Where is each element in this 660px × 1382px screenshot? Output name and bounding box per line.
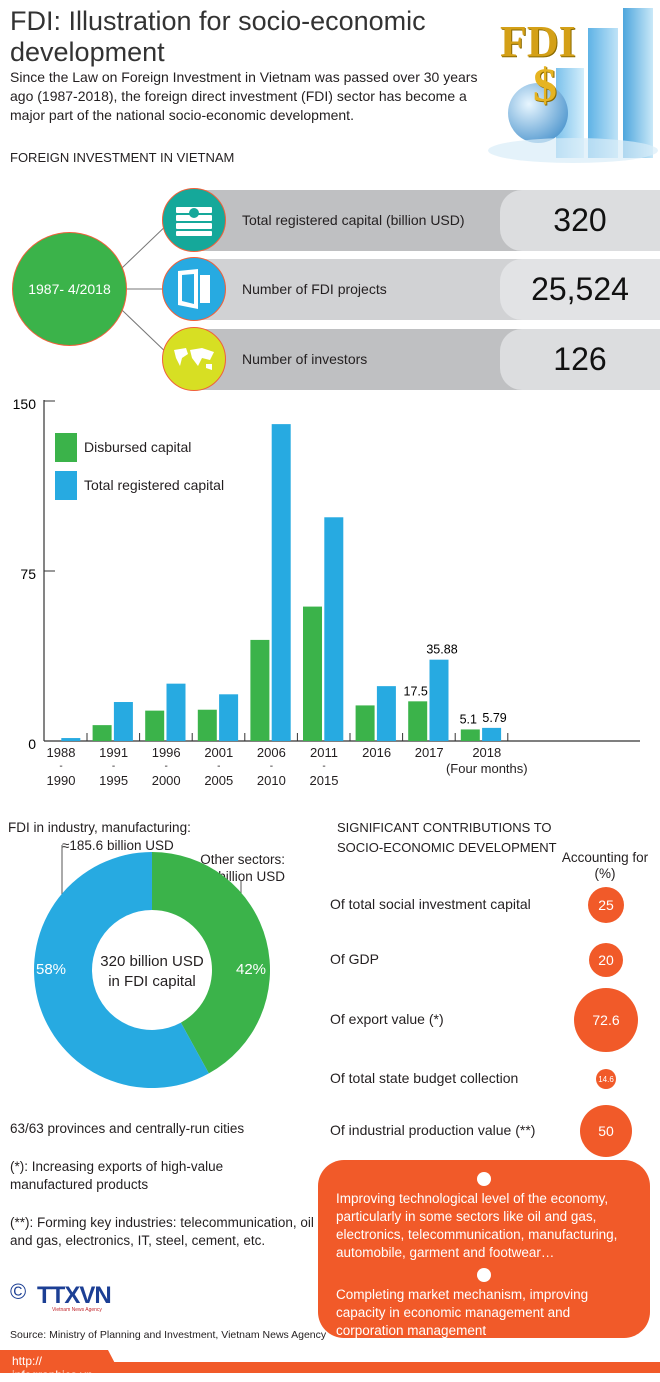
x-tick-label: 2017 [414, 745, 444, 760]
fdi-illustration: FDI $ [488, 8, 658, 173]
site-url-link[interactable]: http:// infographics.vn [0, 1350, 120, 1373]
intro-text: Since the Law on Foreign Investment in V… [10, 69, 478, 123]
y-tick-label: 0 [28, 736, 36, 752]
contribution-label: Of export value (*) [330, 1011, 444, 1027]
period-circle: 1987- 4/2018 [12, 232, 127, 346]
provinces-note: 63/63 provinces and centrally-run cities [10, 1121, 245, 1136]
star-note: (*): Increasing exports of high-value ma… [10, 1159, 224, 1192]
footer-bar [0, 1362, 660, 1373]
bar-disbursed [460, 729, 480, 741]
page-title: FDI: Illustration for socio-economic dev… [10, 6, 426, 67]
stat-value: 126 [500, 329, 660, 390]
stat-value: 320 [500, 190, 660, 251]
bar-registered [166, 683, 186, 741]
bar-registered [271, 424, 291, 741]
stat-value: 25,524 [500, 259, 660, 320]
contribution-value-bubble: 14.6 [596, 1069, 616, 1089]
x-tick-label: 2006-2010 [256, 745, 286, 788]
bar-chart: 0 75 150 17.5 35.88 5.1 5.79 [13, 396, 640, 752]
x-tick-label: 1988-1990 [46, 745, 76, 788]
donut-slice-other [152, 852, 270, 1074]
accounting-header: Accounting for (%) [561, 850, 649, 881]
x-tick-label: 1991-1995 [99, 745, 129, 788]
ttxvn-logo: TTXVN [37, 1282, 112, 1309]
bullet-icon [477, 1268, 491, 1282]
data-label: 35.88 [426, 643, 457, 657]
contribution-value-bubble: 72.6 [574, 988, 638, 1052]
contribution-label: Of total social investment capital [330, 896, 531, 912]
bar-registered [429, 659, 449, 741]
contribution-value-bubble: 20 [589, 943, 623, 977]
benefit-item: Improving technological level of the eco… [336, 1191, 618, 1260]
bullet-icon [477, 1172, 491, 1186]
x-tick-label: 2001-2005 [204, 745, 234, 788]
x-tick-label: 2018 (Four months) [445, 745, 528, 776]
bar-disbursed [250, 639, 270, 741]
x-tick-label: 2011-2015 [309, 745, 339, 788]
source-text: Source: Ministry of Planning and Investm… [10, 1329, 327, 1341]
legend-label: Total registered capital [84, 477, 225, 493]
stat-label: Number of FDI projects [242, 281, 387, 297]
bar-disbursed [303, 606, 322, 741]
contributions-heading: SIGNIFICANT CONTRIBUTIONS TO SOCIO-ECONOM… [337, 820, 557, 855]
contribution-label: Of industrial production value (**) [330, 1122, 536, 1138]
contribution-label: Of total state budget collection [330, 1070, 519, 1086]
bar-disbursed [197, 709, 217, 741]
industry-pct: 58% [36, 961, 67, 978]
bar-disbursed [145, 710, 165, 741]
bar-registered [219, 694, 239, 741]
industry-label: FDI in industry, manufacturing: [8, 820, 191, 835]
double-star-note: (**): Forming key industries: telecommun… [10, 1215, 314, 1248]
bar-registered [376, 686, 396, 741]
benefits-box: Improving technological level of the eco… [318, 1160, 650, 1338]
donut-chart [33, 845, 270, 1088]
bar-registered [61, 738, 81, 741]
contribution-label: Of GDP [330, 951, 380, 967]
bar-disbursed [408, 701, 428, 741]
bar-disbursed [92, 725, 112, 741]
data-label: 17.5 [404, 684, 428, 698]
bar-registered [324, 517, 344, 741]
other-pct: 42% [236, 961, 267, 978]
other-label: Other sectors: [200, 852, 285, 867]
y-tick-label: 75 [20, 566, 36, 582]
world-map-icon [162, 327, 226, 391]
bar-registered [113, 702, 133, 741]
benefit-item: Completing market mechanism, improving c… [336, 1287, 589, 1338]
stat-label: Total registered capital (billion USD) [242, 212, 465, 228]
contribution-value-bubble: 50 [580, 1105, 632, 1157]
legend-label: Disbursed capital [84, 439, 192, 455]
data-label: 5.79 [482, 711, 506, 725]
copyright-icon: © [10, 1279, 27, 1304]
y-tick-label: 150 [13, 396, 37, 412]
money-stack-icon [162, 188, 226, 252]
stat-label: Number of investors [242, 351, 368, 367]
data-label: 5.1 [460, 712, 477, 726]
overview-heading: FOREIGN INVESTMENT IN VIETNAM [10, 150, 235, 165]
bar-disbursed [355, 705, 375, 741]
door-icon [162, 257, 226, 321]
legend-swatch-disbursed [55, 433, 77, 462]
industry-value: ≈185.6 billion USD [62, 838, 174, 853]
donut-center-text: 320 billion USD in FDI capital [100, 953, 204, 990]
legend-swatch-registered [55, 471, 77, 500]
x-tick-label: 2016 [362, 745, 392, 760]
x-tick-label: 1996-2000 [151, 745, 181, 788]
logo-subtitle: Vietnam News Agency [52, 1307, 102, 1313]
donut-slice-industry [33, 852, 209, 1088]
bar-registered [482, 727, 502, 741]
contribution-value-bubble: 25 [588, 887, 624, 923]
